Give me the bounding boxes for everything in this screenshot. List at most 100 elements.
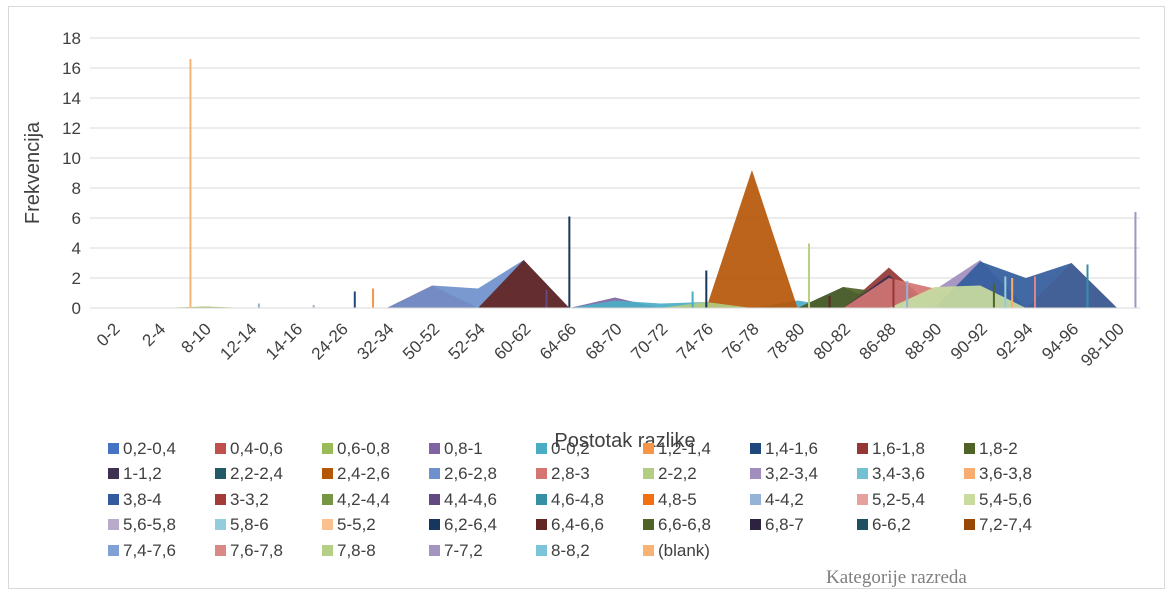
series-area bbox=[112, 261, 1118, 308]
legend-label: 6,6-6,8 bbox=[658, 515, 711, 534]
legend-swatch bbox=[215, 494, 226, 505]
x-tick-label: 50-52 bbox=[399, 319, 443, 363]
legend-swatch bbox=[750, 494, 761, 505]
x-tick-label: 90-92 bbox=[947, 319, 991, 363]
x-tick-label: 68-70 bbox=[582, 319, 626, 363]
legend-label: 7-7,2 bbox=[444, 541, 483, 560]
x-axis-ticks: 0-2 2-4 8-10 12-14 14-16 24-26 32-34 50-52 52-54… bbox=[93, 319, 1128, 370]
legend-label: 3,8-4 bbox=[123, 490, 162, 509]
legend-swatch bbox=[536, 519, 547, 530]
legend-label: 0,4-0,6 bbox=[230, 439, 283, 458]
legend-swatch bbox=[964, 519, 975, 530]
legend-swatch bbox=[643, 468, 654, 479]
x-tick-label: 14-16 bbox=[262, 319, 306, 363]
legend-label: 2,4-2,6 bbox=[337, 464, 390, 483]
legend-swatch bbox=[536, 443, 547, 454]
legend-label: 0,2-0,4 bbox=[123, 439, 176, 458]
x-tick-label: 24-26 bbox=[308, 319, 352, 363]
legend-label: 1,2-1,4 bbox=[658, 439, 711, 458]
legend-label: 4,6-4,8 bbox=[551, 490, 604, 509]
series-area bbox=[112, 300, 1118, 308]
legend-swatch bbox=[322, 468, 333, 479]
legend-label: 4,8-5 bbox=[658, 490, 697, 509]
legend-label: 3,4-3,6 bbox=[872, 464, 925, 483]
legend-label: 6,8-7 bbox=[765, 515, 804, 534]
x-tick-label: 0-2 bbox=[93, 319, 124, 350]
legend-label: 7,2-7,4 bbox=[979, 515, 1032, 534]
legend-label: 2,6-2,8 bbox=[444, 464, 497, 483]
legend-swatch bbox=[964, 494, 975, 505]
legend-swatch bbox=[429, 494, 440, 505]
legend-label: 6,2-6,4 bbox=[444, 515, 497, 534]
legend-swatch bbox=[108, 519, 119, 530]
x-axis-title: Postotak razlike bbox=[554, 430, 695, 452]
y-axis-ticks: 0 2 4 6 8 10 12 14 16 18 bbox=[62, 29, 81, 318]
x-tick-label: 86-88 bbox=[856, 319, 900, 363]
legend-label: (blank) bbox=[658, 541, 710, 560]
legend-swatch bbox=[322, 519, 333, 530]
x-tick-label: 32-34 bbox=[353, 319, 397, 363]
legend-label: 1,8-2 bbox=[979, 439, 1018, 458]
series-area bbox=[112, 285, 1118, 308]
x-tick-label: 52-54 bbox=[445, 319, 489, 363]
y-tick-label: 8 bbox=[72, 179, 81, 198]
legend-label: 5,6-5,8 bbox=[123, 515, 176, 534]
y-tick-label: 16 bbox=[62, 59, 81, 78]
x-tick-label: 70-72 bbox=[627, 319, 671, 363]
legend-label: 3-3,2 bbox=[230, 490, 269, 509]
legend-swatch bbox=[643, 545, 654, 556]
x-tick-label: 94-96 bbox=[1038, 319, 1082, 363]
y-tick-label: 12 bbox=[62, 119, 81, 138]
legend-label: 0,6-0,8 bbox=[337, 439, 390, 458]
legend-swatch bbox=[322, 494, 333, 505]
legend-swatch bbox=[964, 443, 975, 454]
x-tick-label: 98-100 bbox=[1077, 319, 1128, 370]
legend-label: 1-1,2 bbox=[123, 464, 162, 483]
legend-swatch bbox=[536, 494, 547, 505]
legend-label: 7,8-8 bbox=[337, 541, 376, 560]
series-spikes bbox=[189, 59, 1137, 308]
legend-label: 1,6-1,8 bbox=[872, 439, 925, 458]
y-tick-label: 2 bbox=[72, 269, 81, 288]
legend-label: 4,4-4,6 bbox=[444, 490, 497, 509]
legend-label: 2,2-2,4 bbox=[230, 464, 283, 483]
legend-swatch bbox=[108, 468, 119, 479]
legend-label: 5,2-5,4 bbox=[872, 490, 925, 509]
legend-label: 4-4,2 bbox=[765, 490, 804, 509]
legend-swatch bbox=[536, 545, 547, 556]
legend-swatch bbox=[429, 545, 440, 556]
legend-label: 1,4-1,6 bbox=[765, 439, 818, 458]
legend-swatch bbox=[536, 468, 547, 479]
y-tick-label: 0 bbox=[72, 299, 81, 318]
series-areas bbox=[112, 170, 1118, 308]
x-tick-label: 92-94 bbox=[993, 319, 1037, 363]
legend-swatch bbox=[215, 443, 226, 454]
legend-swatch bbox=[322, 443, 333, 454]
legend-label: 4,2-4,4 bbox=[337, 490, 390, 509]
legend-swatch bbox=[857, 519, 868, 530]
x-tick-label: 74-76 bbox=[673, 319, 717, 363]
legend-label: 2,8-3 bbox=[551, 464, 590, 483]
legend-label: 6,4-6,6 bbox=[551, 515, 604, 534]
x-tick-label: 64-66 bbox=[536, 319, 580, 363]
x-tick-label: 76-78 bbox=[719, 319, 763, 363]
legend-swatch bbox=[108, 545, 119, 556]
legend-swatch bbox=[429, 468, 440, 479]
legend-swatch bbox=[643, 494, 654, 505]
legend-swatch bbox=[857, 468, 868, 479]
legend-label: 5,8-6 bbox=[230, 515, 269, 534]
legend-label: 0-0,2 bbox=[551, 439, 590, 458]
legend-swatch bbox=[429, 443, 440, 454]
legend-swatch bbox=[750, 519, 761, 530]
y-tick-label: 6 bbox=[72, 209, 81, 228]
y-axis-title: Frekvencija bbox=[22, 121, 44, 224]
x-tick-label: 60-62 bbox=[490, 319, 534, 363]
legend-label: 5-5,2 bbox=[337, 515, 376, 534]
legend-swatch bbox=[750, 443, 761, 454]
x-tick-label: 8-10 bbox=[177, 319, 214, 356]
legend-swatch bbox=[643, 443, 654, 454]
legend-label: 6-6,2 bbox=[872, 515, 911, 534]
legend-label: 3,2-3,4 bbox=[765, 464, 818, 483]
legend-label: 2-2,2 bbox=[658, 464, 697, 483]
